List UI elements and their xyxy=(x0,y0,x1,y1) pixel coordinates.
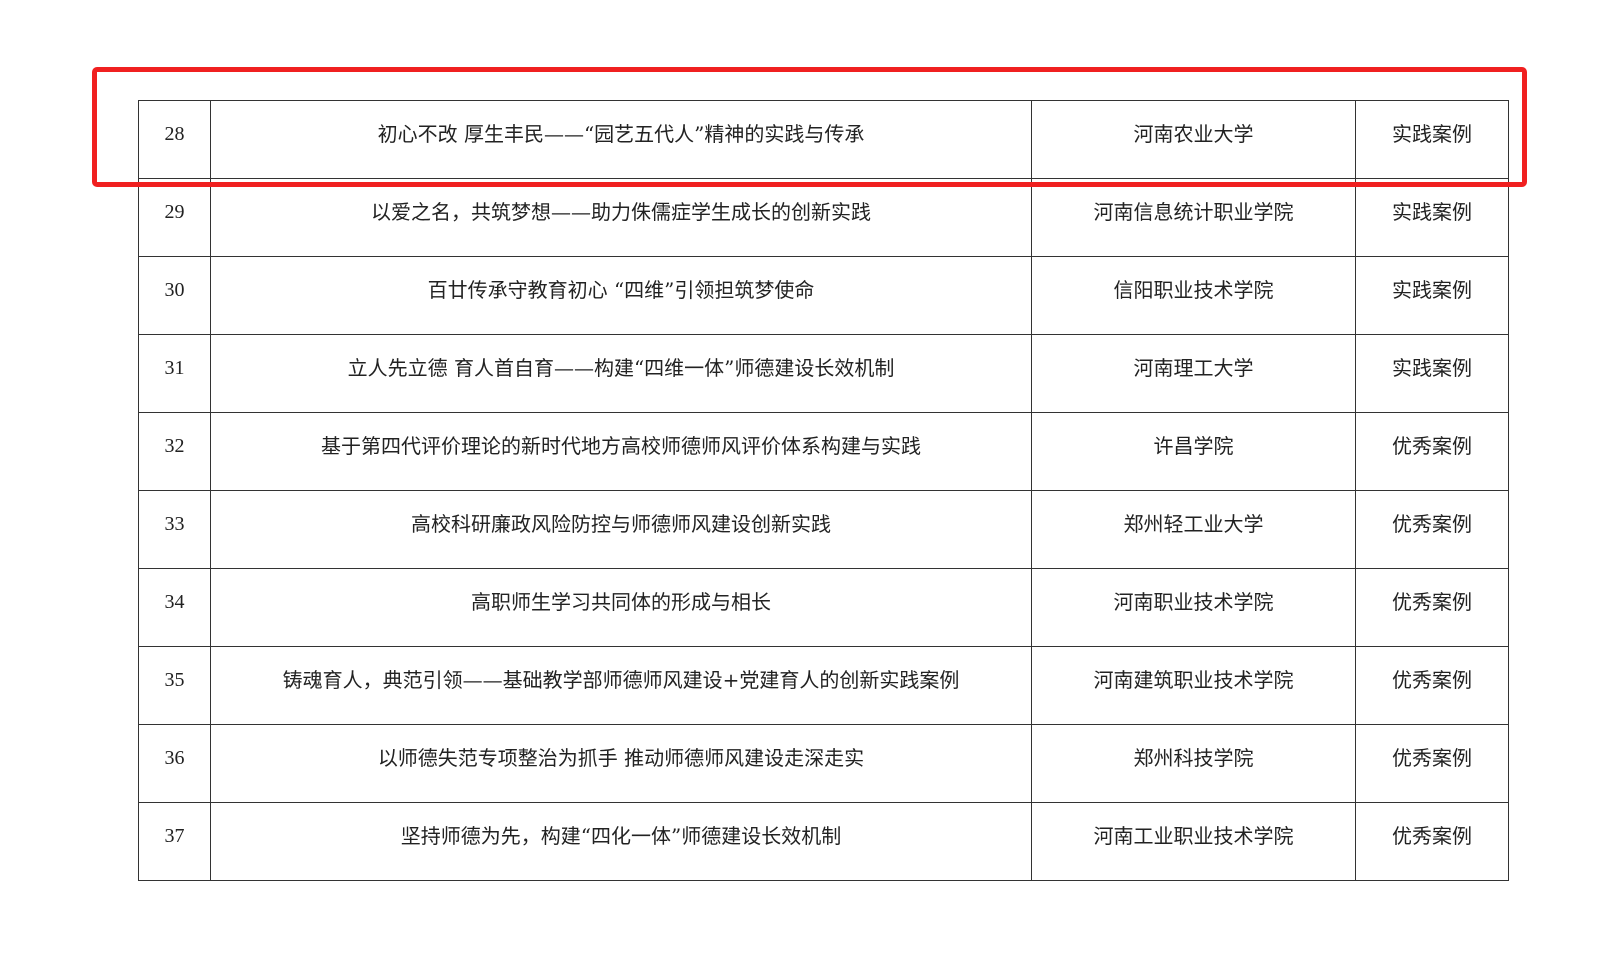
row-number: 28 xyxy=(138,100,211,179)
table-row: 29 以爱之名，共筑梦想——助力侏儒症学生成长的创新实践 河南信息统计职业学院 实践案… xyxy=(138,178,1509,257)
institution-name: 许昌学院 xyxy=(1031,412,1356,491)
case-category: 优秀案例 xyxy=(1355,568,1509,647)
case-category: 优秀案例 xyxy=(1355,802,1509,881)
table-row: 36 以师德失范专项整治为抓手 推动师德师风建设走深走实 郑州科技学院 优秀案例 xyxy=(138,724,1509,803)
awards-table: 28 初心不改 厚生丰民——“园艺五代人”精神的实践与传承 河南农业大学 实践案例 29… xyxy=(138,100,1509,881)
case-title: 高校科研廉政风险防控与师德师风建设创新实践 xyxy=(210,490,1032,569)
institution-name: 郑州科技学院 xyxy=(1031,724,1356,803)
case-title: 百廿传承守教育初心 “四维”引领担筑梦使命 xyxy=(210,256,1032,335)
case-category: 实践案例 xyxy=(1355,178,1509,257)
case-title: 高职师生学习共同体的形成与相长 xyxy=(210,568,1032,647)
row-number: 34 xyxy=(138,568,211,647)
case-title: 基于第四代评价理论的新时代地方高校师德师风评价体系构建与实践 xyxy=(210,412,1032,491)
table-row: 34 高职师生学习共同体的形成与相长 河南职业技术学院 优秀案例 xyxy=(138,568,1509,647)
highlight-box xyxy=(92,67,1527,187)
row-number: 37 xyxy=(138,802,211,881)
case-category: 实践案例 xyxy=(1355,334,1509,413)
case-title: 初心不改 厚生丰民——“园艺五代人”精神的实践与传承 xyxy=(210,100,1032,179)
institution-name: 郑州轻工业大学 xyxy=(1031,490,1356,569)
institution-name: 河南职业技术学院 xyxy=(1031,568,1356,647)
case-title: 立人先立德 育人首自育——构建“四维一体”师德建设长效机制 xyxy=(210,334,1032,413)
row-number: 36 xyxy=(138,724,211,803)
table-row: 31 立人先立德 育人首自育——构建“四维一体”师德建设长效机制 河南理工大学 实践案… xyxy=(138,334,1509,413)
table-row: 28 初心不改 厚生丰民——“园艺五代人”精神的实践与传承 河南农业大学 实践案例 xyxy=(138,100,1509,179)
row-number: 33 xyxy=(138,490,211,569)
row-number: 31 xyxy=(138,334,211,413)
row-number: 32 xyxy=(138,412,211,491)
case-title: 以爱之名，共筑梦想——助力侏儒症学生成长的创新实践 xyxy=(210,178,1032,257)
case-title: 以师德失范专项整治为抓手 推动师德师风建设走深走实 xyxy=(210,724,1032,803)
case-category: 优秀案例 xyxy=(1355,724,1509,803)
row-number: 30 xyxy=(138,256,211,335)
table-row: 30 百廿传承守教育初心 “四维”引领担筑梦使命 信阳职业技术学院 实践案例 xyxy=(138,256,1509,335)
institution-name: 河南信息统计职业学院 xyxy=(1031,178,1356,257)
institution-name: 河南建筑职业技术学院 xyxy=(1031,646,1356,725)
case-category: 优秀案例 xyxy=(1355,412,1509,491)
table-row: 35 铸魂育人，典范引领——基础教学部师德师风建设+党建育人的创新实践案例 河南建筑… xyxy=(138,646,1509,725)
row-number: 35 xyxy=(138,646,211,725)
case-title: 坚持师德为先，构建“四化一体”师德建设长效机制 xyxy=(210,802,1032,881)
table-row: 32 基于第四代评价理论的新时代地方高校师德师风评价体系构建与实践 许昌学院 优秀案例 xyxy=(138,412,1509,491)
institution-name: 信阳职业技术学院 xyxy=(1031,256,1356,335)
institution-name: 河南理工大学 xyxy=(1031,334,1356,413)
institution-name: 河南工业职业技术学院 xyxy=(1031,802,1356,881)
case-category: 实践案例 xyxy=(1355,100,1509,179)
row-number: 29 xyxy=(138,178,211,257)
table-row: 37 坚持师德为先，构建“四化一体”师德建设长效机制 河南工业职业技术学院 优秀案例 xyxy=(138,802,1509,881)
case-category: 实践案例 xyxy=(1355,256,1509,335)
case-category: 优秀案例 xyxy=(1355,646,1509,725)
case-category: 优秀案例 xyxy=(1355,490,1509,569)
case-title: 铸魂育人，典范引领——基础教学部师德师风建设+党建育人的创新实践案例 xyxy=(210,646,1032,725)
table-row: 33 高校科研廉政风险防控与师德师风建设创新实践 郑州轻工业大学 优秀案例 xyxy=(138,490,1509,569)
